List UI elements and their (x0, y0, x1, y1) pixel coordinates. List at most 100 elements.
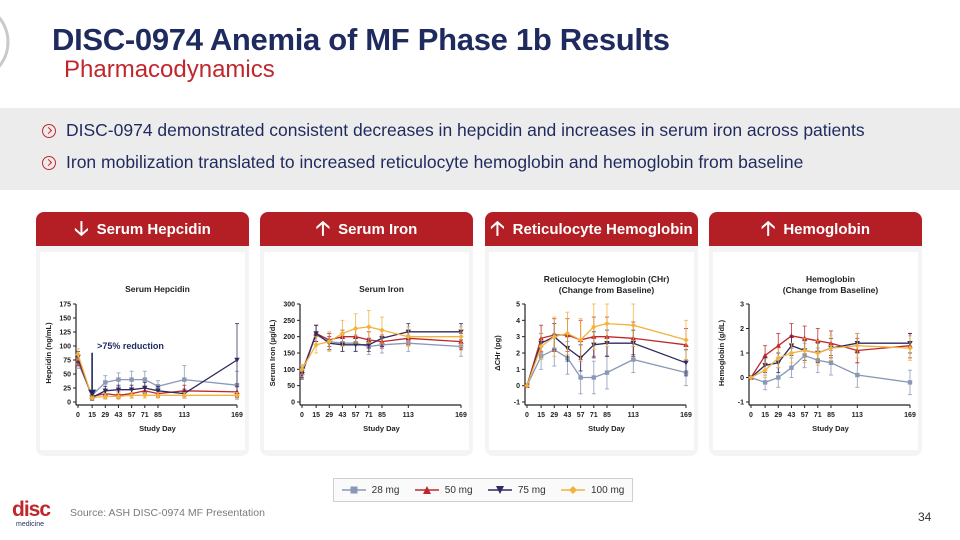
x-tick-label: 113 (852, 412, 863, 419)
data-point (326, 338, 332, 345)
legend-item: 50 mg (414, 484, 473, 496)
x-tick-label: 0 (749, 412, 753, 419)
company-logo: disc (12, 498, 51, 521)
data-point (75, 351, 81, 358)
data-point (762, 352, 768, 358)
y-tick-label: 0 (67, 400, 71, 407)
y-tick-label: 2 (516, 351, 520, 358)
x-tick-label: 71 (141, 412, 149, 419)
x-axis-label: Study Day (812, 424, 850, 433)
annotation-arrow-head (88, 389, 97, 397)
x-tick-label: 113 (179, 412, 190, 419)
x-tick-label: 85 (378, 412, 386, 419)
series-line-28mg (526, 348, 687, 386)
source-note: Source: ASH DISC-0974 MF Presentation (70, 507, 265, 519)
panel-header: 🡣 Serum Hepcidin (36, 212, 249, 246)
data-point (630, 322, 637, 328)
hemoglobin-chart: Hemoglobin(Change from Baseline) -1 0 1 2 3 0 1… (717, 274, 916, 433)
x-tick-label: 169 (231, 412, 243, 419)
x-tick-label: 29 (101, 412, 109, 419)
y-tick-label: 5 (516, 302, 520, 309)
data-point (748, 374, 754, 381)
page-subtitle: Pharmacodynamics (64, 56, 275, 83)
data-point (142, 392, 148, 398)
y-tick-label: 4 (516, 318, 520, 325)
x-tick-label: 43 (788, 412, 796, 419)
y-tick-label: 250 (283, 318, 295, 325)
data-point (115, 393, 122, 400)
x-axis-label: Study Day (588, 424, 626, 433)
data-point (352, 325, 359, 332)
x-tick-label: 57 (128, 412, 136, 419)
x-tick-label: 0 (76, 412, 80, 419)
y-axis-label: Serum Iron (µg/dL) (268, 319, 277, 386)
y-tick-label: 100 (283, 367, 295, 374)
data-point (116, 377, 121, 382)
x-tick-label: 57 (577, 412, 585, 419)
data-point (775, 342, 781, 348)
legend-label: 75 mg (517, 484, 546, 496)
panel-serum-iron: 🡡 Serum Iron Serum Iron 0 50 100 150 200 250 30… (260, 212, 473, 456)
serum-iron-chart: Serum Iron 0 50 100 150 200 250 300 0 15 29 43 57 71 8… (268, 284, 467, 433)
chart-title: (Change from Baseline) (783, 285, 879, 295)
data-point (155, 392, 161, 398)
hepcidin-chart: Serum Hepcidin 0 25 50 75 100 125 150 175 0 15 29 43… (44, 284, 243, 433)
data-point (181, 392, 188, 398)
data-point (366, 342, 372, 348)
decorative-arcs (0, 16, 10, 68)
chr-chart: Reticulocyte Hemoglobin (CHr)(Change fro… (493, 274, 692, 433)
y-tick-label: 50 (63, 372, 71, 379)
chevron-circle-icon (42, 155, 56, 170)
x-tick-label: 57 (352, 412, 360, 419)
panel-label: Reticulocyte Hemoglobin (512, 220, 693, 238)
x-tick-label: 169 (455, 412, 467, 419)
data-point (405, 333, 412, 340)
data-point (128, 387, 135, 393)
x-tick-label: 43 (339, 412, 347, 419)
arrow-up-icon: 🡡 (760, 218, 776, 240)
x-tick-label: 71 (365, 412, 373, 419)
x-tick-label: 15 (312, 412, 320, 419)
data-point (89, 394, 95, 401)
data-point (155, 388, 161, 394)
y-axis-label: ΔCHr (pg) (493, 335, 502, 371)
y-tick-label: 3 (516, 334, 520, 341)
legend-marker-diamond-icon (560, 486, 585, 494)
y-tick-label: 125 (59, 330, 71, 337)
legend-item: 75 mg (487, 484, 546, 496)
x-tick-label: 0 (300, 412, 304, 419)
x-axis-label: Study Day (139, 424, 177, 433)
y-tick-label: 0 (516, 383, 520, 390)
x-axis-label: Study Day (363, 424, 401, 433)
legend-item: 100 mg (560, 485, 624, 496)
x-tick-label: 15 (88, 412, 96, 419)
finding-2: Iron mobilization translated to increase… (42, 152, 803, 173)
series-line-28mg (750, 354, 911, 384)
arrow-up-icon: 🡡 (315, 218, 331, 240)
data-point (683, 337, 689, 343)
data-point (591, 375, 596, 380)
legend-marker-triangle-icon (414, 486, 439, 494)
legend-label: 28 mg (371, 484, 400, 496)
panel-label: Serum Iron (338, 220, 418, 238)
y-tick-label: 150 (59, 316, 71, 323)
data-point (524, 382, 530, 389)
panel-hemoglobin: 🡡 Hemoglobin Hemoglobin (Change from Base… (709, 212, 922, 456)
data-point (313, 342, 319, 348)
page-title: DISC-0974 Anemia of MF Phase 1b Results (52, 22, 670, 57)
data-point (313, 331, 319, 337)
data-point (538, 343, 544, 350)
y-tick-label: 150 (283, 351, 295, 358)
x-tick-label: 15 (761, 412, 769, 419)
y-tick-label: 175 (59, 302, 71, 309)
legend-label: 50 mg (444, 484, 473, 496)
data-point (102, 393, 108, 400)
x-tick-label: 29 (550, 412, 558, 419)
chart-title: Serum Hepcidin (125, 284, 190, 294)
chart-title: (Change from Baseline) (559, 285, 655, 295)
x-tick-label: 113 (628, 412, 639, 419)
x-tick-label: 15 (537, 412, 545, 419)
data-point (776, 375, 781, 380)
panel-label: Hemoglobin (783, 220, 871, 238)
page-number: 34 (918, 510, 932, 524)
